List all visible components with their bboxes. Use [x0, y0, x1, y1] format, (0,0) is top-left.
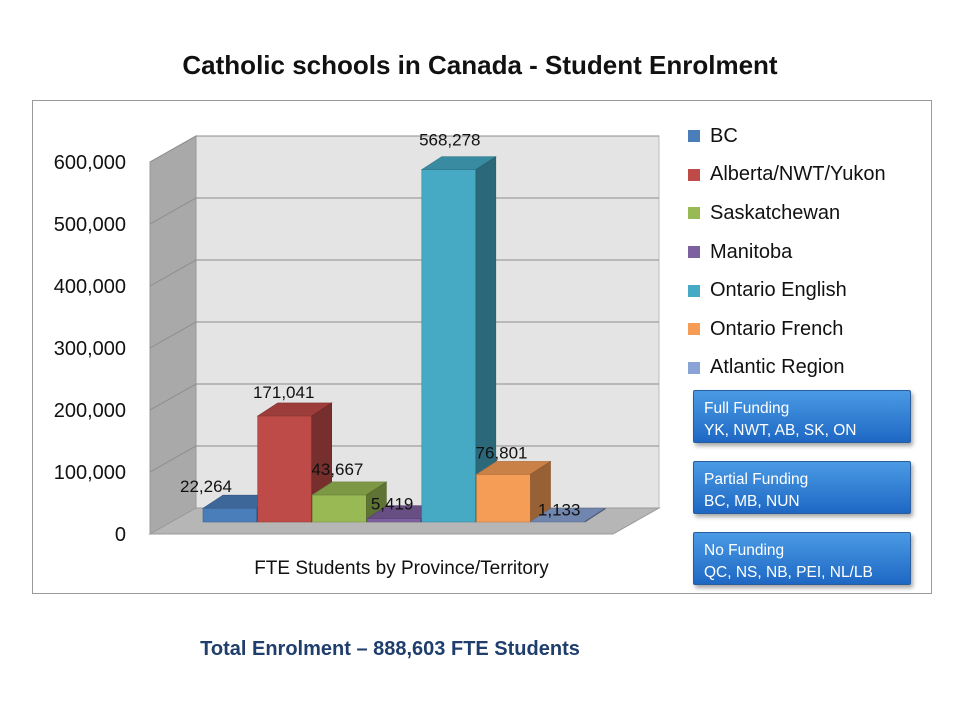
y-tick-label: 0	[115, 524, 126, 546]
total-enrolment: Total Enrolment – 888,603 FTE Students	[200, 638, 580, 660]
full-funding-title: Full Funding	[704, 400, 790, 417]
full-funding-box: Full Funding YK, NWT, AB, SK, ON	[693, 390, 911, 443]
bar-front	[312, 494, 367, 523]
bar-front	[257, 415, 313, 523]
legend-swatch	[688, 168, 700, 181]
legend-swatch	[688, 284, 700, 297]
data-label: 76,801	[476, 443, 528, 462]
legend-item: BC	[688, 117, 928, 156]
data-label: 568,278	[419, 131, 480, 150]
bar-side	[584, 507, 606, 523]
partial-funding-title: Partial Funding	[704, 471, 809, 488]
legend-label: Manitoba	[710, 240, 793, 263]
data-label: 171,041	[253, 383, 314, 402]
legend-label: Ontario English	[710, 279, 847, 302]
legend-item: Ontario English	[688, 271, 928, 310]
legend-swatch	[688, 130, 700, 143]
legend-label: Saskatchewan	[710, 201, 841, 224]
bar-front	[366, 518, 422, 523]
bar-front	[476, 474, 531, 523]
gridline	[149, 197, 659, 225]
data-label: 1,133	[538, 500, 581, 519]
legend-label: BC	[710, 124, 738, 147]
x-axis-label: FTE Students by Province/Territory	[254, 558, 549, 579]
chart-title: Catholic schools in Canada - Student Enr…	[182, 50, 778, 80]
data-label: 5,419	[371, 495, 414, 514]
legend-swatch	[688, 246, 700, 259]
y-tick-label: 400,000	[54, 276, 126, 298]
gridline	[149, 135, 659, 163]
legend-swatch	[688, 207, 700, 220]
legend-item: Alberta/NWT/Yukon	[688, 156, 928, 195]
legend-item: Manitoba	[688, 233, 928, 272]
data-label: 22,264	[180, 477, 232, 496]
legend-swatch	[688, 361, 700, 374]
bar-front	[202, 507, 258, 523]
no-funding-detail: QC, NS, NB, PEI, NL/LB	[704, 564, 873, 581]
gridline	[149, 383, 659, 411]
full-funding-detail: YK, NWT, AB, SK, ON	[704, 422, 857, 439]
y-tick-label: 600,000	[54, 152, 126, 174]
legend-item: Saskatchewan	[688, 194, 928, 233]
y-tick-label: 100,000	[54, 462, 126, 484]
legend-swatch	[688, 323, 700, 336]
y-tick-label: 300,000	[54, 338, 126, 360]
bars	[201, 156, 607, 523]
legend-item: Ontario French	[688, 310, 928, 349]
gridline	[149, 445, 659, 473]
partial-funding-detail: BC, MB, NUN	[704, 493, 800, 510]
gridline	[149, 259, 659, 287]
legend-label: Atlantic Region	[710, 356, 845, 379]
no-funding-box: No Funding QC, NS, NB, PEI, NL/LB	[693, 532, 911, 585]
partial-funding-box: Partial Funding BC, MB, NUN	[693, 461, 911, 514]
data-label: 43,667	[311, 460, 363, 479]
legend-item: Atlantic Region	[688, 349, 928, 388]
y-tick-label: 500,000	[54, 214, 126, 236]
bar-front	[421, 169, 477, 523]
legend-label: Ontario French	[710, 317, 844, 340]
gridline	[149, 321, 659, 349]
chart-legend: BC Alberta/NWT/Yukon Saskatchewan Manitoba O…	[688, 117, 928, 387]
y-tick-label: 200,000	[54, 400, 126, 422]
legend-label: Alberta/NWT/Yukon	[710, 163, 886, 186]
no-funding-title: No Funding	[704, 542, 785, 559]
